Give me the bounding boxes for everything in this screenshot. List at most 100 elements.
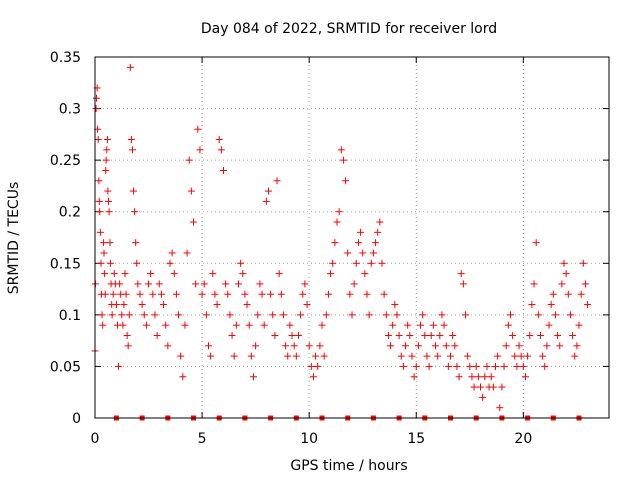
data-point-marker [102, 166, 110, 174]
data-point-marker [92, 94, 100, 102]
data-point-marker [183, 249, 191, 257]
data-point-marker [292, 352, 300, 360]
data-point-marker [205, 342, 213, 350]
data-point-marker [581, 280, 589, 288]
data-point-marker [194, 125, 202, 133]
data-point-marker [521, 373, 529, 381]
data-point-marker [459, 280, 467, 288]
data-point-marker [539, 352, 547, 360]
data-point-marker [136, 290, 144, 298]
data-point-marker [515, 342, 523, 350]
data-point-marker [155, 280, 163, 288]
data-point-marker [399, 362, 407, 370]
data-point-marker [211, 290, 219, 298]
data-point-marker [249, 373, 257, 381]
data-point-marker [346, 290, 354, 298]
data-point-marker [224, 290, 232, 298]
data-point-marker [423, 352, 431, 360]
data-point-marker [432, 342, 440, 350]
data-point-marker [532, 239, 540, 247]
data-point-marker [453, 362, 461, 370]
data-point-marker [384, 331, 392, 339]
data-point-marker [170, 270, 178, 278]
data-point-marker [506, 311, 514, 319]
data-point-marker [556, 342, 564, 350]
data-point-marker [273, 177, 281, 185]
data-point-marker [339, 156, 347, 164]
data-point-marker [110, 270, 118, 278]
data-point-marker [530, 280, 538, 288]
data-point-marker [102, 156, 110, 164]
data-point-marker [288, 331, 296, 339]
data-point-marker [442, 342, 450, 350]
data-point-marker [245, 321, 253, 329]
data-point-marker [378, 259, 386, 267]
data-point-marker [118, 311, 126, 319]
data-point-marker [127, 136, 135, 144]
data-point-marker [414, 342, 422, 350]
data-point-marker [130, 187, 138, 195]
data-point-marker [99, 321, 107, 329]
data-point-marker [160, 301, 168, 309]
data-point-marker [105, 208, 113, 216]
data-point-marker [286, 321, 294, 329]
data-point-marker [554, 331, 562, 339]
data-point-marker [264, 187, 272, 195]
data-point-marker [294, 331, 302, 339]
data-point-marker [513, 362, 521, 370]
data-point-marker [98, 311, 106, 319]
data-point-marker [498, 383, 506, 391]
data-point-marker [106, 259, 114, 267]
data-point-marker [153, 331, 161, 339]
data-point-marker [534, 311, 542, 319]
data-point-marker [444, 362, 452, 370]
data-point-marker [243, 301, 251, 309]
data-point-marker [145, 280, 153, 288]
data-point-marker [419, 311, 427, 319]
data-point-marker [181, 321, 189, 329]
data-point-marker [279, 311, 287, 319]
data-point-marker [367, 259, 375, 267]
data-point-marker [209, 270, 217, 278]
data-point-marker [436, 331, 444, 339]
data-point-marker [179, 373, 187, 381]
data-point-marker [187, 187, 195, 195]
data-point-marker [573, 342, 581, 350]
x-tick-label: 5 [198, 431, 207, 447]
data-point-marker [417, 321, 425, 329]
data-point-marker [372, 239, 380, 247]
data-point-marker [241, 290, 249, 298]
data-point-marker [151, 311, 159, 319]
data-point-marker [207, 352, 215, 360]
data-point-marker [440, 321, 448, 329]
x-tick-labels: 0 5 10 15 20 [91, 431, 533, 447]
data-point-marker [352, 259, 360, 267]
data-point-marker [451, 342, 459, 350]
data-point-marker [254, 311, 262, 319]
data-point-marker [491, 362, 499, 370]
y-tick-label: 0 [72, 411, 81, 427]
x-tick-label: 10 [300, 431, 318, 447]
data-point-marker [447, 352, 455, 360]
data-point-marker [481, 373, 489, 381]
data-point-marker [305, 342, 313, 350]
data-point-marker [421, 331, 429, 339]
data-point-marker [509, 331, 517, 339]
data-point-marker [112, 301, 120, 309]
data-point-marker [297, 311, 305, 319]
data-point-marker [307, 362, 315, 370]
data-point-marker [277, 290, 285, 298]
data-point-marker [122, 290, 130, 298]
data-point-marker [92, 105, 100, 113]
data-point-marker [342, 177, 350, 185]
x-tick-label: 15 [407, 431, 425, 447]
data-point-marker [95, 177, 103, 185]
data-point-marker [541, 362, 549, 370]
data-point-marker [215, 136, 223, 144]
data-point-marker [397, 352, 405, 360]
data-point-marker [549, 290, 557, 298]
data-point-marker [252, 342, 260, 350]
data-point-marker [500, 362, 508, 370]
data-point-marker [560, 259, 568, 267]
